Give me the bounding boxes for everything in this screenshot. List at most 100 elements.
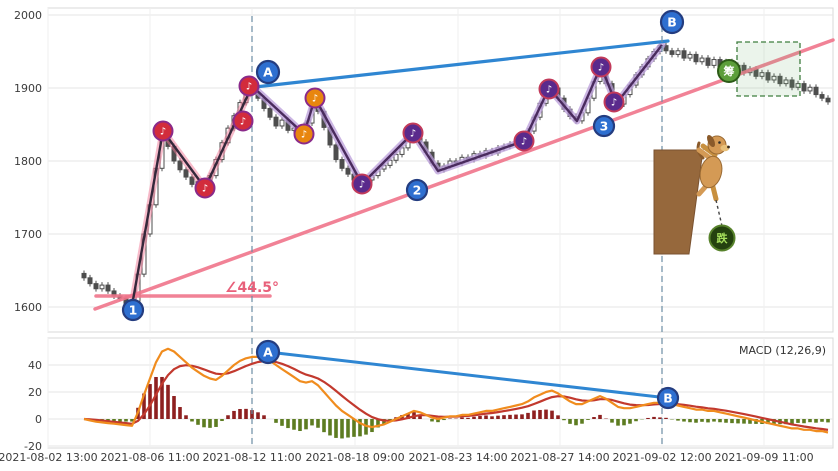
note-marker-circle[interactable] bbox=[194, 177, 216, 199]
wave-label-text: 3 bbox=[600, 119, 609, 134]
note-marker-circle[interactable] bbox=[590, 56, 612, 78]
support-trendline[interactable] bbox=[93, 38, 835, 311]
macd-histogram-bar bbox=[184, 415, 188, 419]
wave-label-A[interactable]: A bbox=[255, 59, 281, 85]
purple-note-marker[interactable]: ♪ bbox=[402, 122, 424, 144]
note-marker-circle[interactable] bbox=[293, 123, 315, 145]
macd-histogram-bar bbox=[802, 419, 806, 424]
price-axis-label: 1700 bbox=[14, 228, 42, 241]
macd-histogram-bar bbox=[646, 417, 650, 419]
red-note-marker[interactable]: ♪ bbox=[152, 120, 174, 142]
macd-histogram-bar bbox=[796, 419, 800, 423]
macd-histogram-bar bbox=[724, 419, 728, 423]
macd-histogram-bar bbox=[214, 419, 218, 427]
macd-histogram-bar bbox=[736, 419, 740, 424]
wave-label-circle[interactable] bbox=[592, 114, 616, 138]
angle-annotation[interactable]: ∠44.5° bbox=[225, 280, 279, 296]
macd-histogram-bar bbox=[496, 415, 500, 419]
macd-ab-trendline[interactable] bbox=[266, 350, 670, 400]
macd-histogram-bar bbox=[352, 419, 356, 437]
ab-trendline[interactable] bbox=[253, 39, 670, 89]
macd-histogram-bar bbox=[472, 416, 476, 419]
macd-histogram-bar bbox=[508, 414, 512, 419]
note-marker-circle[interactable] bbox=[232, 110, 254, 132]
macd-histogram-bar bbox=[766, 419, 770, 425]
wave-label-circle[interactable] bbox=[405, 178, 429, 202]
wave-label-3[interactable]: 3 bbox=[592, 114, 616, 138]
macd-histogram-bar bbox=[244, 408, 248, 419]
wave1-zigzag[interactable] bbox=[131, 85, 254, 301]
purple-note-marker[interactable]: ♪ bbox=[513, 130, 535, 152]
red-note-marker[interactable]: ♪ bbox=[238, 75, 260, 97]
note-marker-circle[interactable] bbox=[238, 75, 260, 97]
macd-histogram-bar bbox=[328, 419, 332, 436]
note-marker-circle[interactable] bbox=[538, 78, 560, 100]
wave-label-2[interactable]: 2 bbox=[405, 178, 429, 202]
dog-hind-leg bbox=[710, 184, 719, 202]
wave-label-circle[interactable] bbox=[656, 386, 680, 410]
chip-badge-text: 筹 bbox=[724, 64, 735, 78]
wave-label-A[interactable]: A bbox=[255, 339, 281, 365]
macd-histogram-bar bbox=[574, 419, 578, 426]
macd-histogram-bar bbox=[484, 415, 488, 419]
purple-note-marker[interactable]: ♪ bbox=[590, 56, 612, 78]
macd-histogram-bar bbox=[616, 419, 620, 426]
wave-label-B[interactable]: B bbox=[659, 9, 685, 35]
candle-body bbox=[813, 86, 819, 96]
candle-body bbox=[771, 75, 777, 81]
macd-histogram-bar bbox=[154, 376, 158, 419]
wave-label-B[interactable]: B bbox=[656, 386, 680, 410]
macd-histogram-bar bbox=[514, 414, 518, 419]
highlight-box[interactable] bbox=[736, 41, 801, 97]
macd-chart-area[interactable] bbox=[47, 337, 834, 449]
purple-note-marker[interactable]: ♪ bbox=[538, 78, 560, 100]
wave-label-1[interactable]: 1 bbox=[121, 298, 145, 322]
wave-label-circle[interactable] bbox=[121, 298, 145, 322]
candle-body bbox=[801, 83, 807, 92]
macd-histogram-bar bbox=[256, 412, 260, 419]
candle-body bbox=[759, 72, 765, 77]
chip-badge[interactable] bbox=[717, 59, 741, 83]
purple-note-marker[interactable]: ♪ bbox=[603, 91, 625, 113]
note-marker-circle[interactable] bbox=[513, 130, 535, 152]
macd-histogram-bar bbox=[652, 416, 656, 419]
purple-note-marker[interactable]: ♪ bbox=[351, 173, 373, 195]
wave-label-circle[interactable] bbox=[659, 9, 685, 35]
wave-label-circle[interactable] bbox=[255, 59, 281, 85]
macd-histogram-bar bbox=[280, 419, 284, 426]
note-marker-circle[interactable] bbox=[351, 173, 373, 195]
wave-label-text: A bbox=[263, 345, 273, 360]
note-marker-circle[interactable] bbox=[603, 91, 625, 113]
candle-body bbox=[273, 116, 279, 127]
macd-wave-markers: AB bbox=[255, 339, 680, 410]
candle-body bbox=[765, 72, 771, 81]
macd-histogram-bar bbox=[130, 419, 134, 422]
macd-histogram-bar bbox=[586, 419, 590, 420]
price-axis-label: 2000 bbox=[14, 9, 42, 22]
candle-body bbox=[339, 159, 345, 169]
orange-note-marker[interactable]: ♪ bbox=[304, 87, 326, 109]
macd-histogram-bar bbox=[562, 419, 566, 421]
note-marker-circle[interactable] bbox=[304, 87, 326, 109]
wave-label-circle[interactable] bbox=[255, 339, 281, 365]
candle-body bbox=[99, 284, 105, 290]
red-note-marker[interactable]: ♪ bbox=[194, 177, 216, 199]
macd-axis-label: 40 bbox=[28, 359, 42, 372]
dog-eye bbox=[718, 141, 721, 144]
macd-histogram-bar bbox=[448, 418, 452, 419]
time-axis-label: 2021-08-27 14:00 bbox=[510, 451, 609, 464]
orange-note-marker[interactable]: ♪ bbox=[293, 123, 315, 145]
note-marker-circle[interactable] bbox=[152, 120, 174, 142]
macd-histogram-bar bbox=[220, 419, 224, 422]
music-note-icon: ♪ bbox=[598, 63, 604, 74]
weight-ball[interactable] bbox=[708, 224, 736, 252]
time-axis-label: 2021-08-23 14:00 bbox=[408, 451, 507, 464]
candle-body bbox=[687, 53, 693, 59]
candle-body bbox=[345, 167, 351, 175]
note-marker-circle[interactable] bbox=[402, 122, 424, 144]
candle-body bbox=[81, 272, 87, 279]
red-note-marker[interactable]: ♪ bbox=[232, 110, 254, 132]
macd-histogram-bar bbox=[358, 419, 362, 437]
